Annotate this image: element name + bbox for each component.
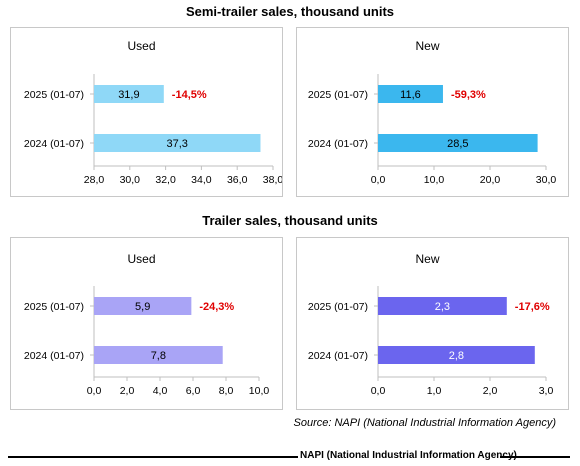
x-tick-label: 30,0 xyxy=(120,174,141,186)
category-label: 2024 (01-07) xyxy=(24,138,84,150)
bar xyxy=(94,346,223,364)
bar xyxy=(94,85,164,103)
x-tick-label: 20,0 xyxy=(480,174,501,186)
x-tick-label: 2,0 xyxy=(483,385,498,397)
data-label: 31,9 xyxy=(118,89,139,101)
chart-svg: Used 28,0 30,0 32,0 34,0 36,0 38,0 2025 (01-07)… xyxy=(24,39,282,186)
bar xyxy=(378,297,507,315)
change-label: -17,6% xyxy=(515,301,550,313)
data-label: 11,6 xyxy=(400,89,421,101)
data-label: 2,3 xyxy=(435,301,450,313)
footer-label: NAPI (National Industrial Information Ag… xyxy=(300,450,517,461)
bar xyxy=(378,346,535,364)
chart-svg: Used 0,0 2,0 4,0 6,0 8,0 10,0 2025 (01-07) 5,9 -2… xyxy=(24,252,270,397)
x-tick-label: 6,0 xyxy=(186,385,201,397)
category-label: 2024 (01-07) xyxy=(308,350,368,362)
x-tick-label: 8,0 xyxy=(219,385,234,397)
x-tick-label: 34,0 xyxy=(191,174,212,186)
x-tick-label: 3,0 xyxy=(539,385,554,397)
x-tick-label: 28,0 xyxy=(84,174,105,186)
chart-semi-used: Used 28,0 30,0 32,0 34,0 36,0 38,0 2025 (01-07)… xyxy=(10,27,283,197)
data-label: 5,9 xyxy=(135,301,150,313)
source-note: Source: NAPI (National Industrial Inform… xyxy=(293,417,557,429)
x-tick-label: 0,0 xyxy=(87,385,102,397)
footer-rule-right xyxy=(500,456,570,458)
x-tick-label: 36,0 xyxy=(227,174,248,186)
x-tick-label: 1,0 xyxy=(427,385,442,397)
x-tick-label: 10,0 xyxy=(424,174,445,186)
chart-title: New xyxy=(415,39,439,53)
x-tick-label: 30,0 xyxy=(536,174,557,186)
category-label: 2025 (01-07) xyxy=(24,301,84,313)
footer-rule-left xyxy=(8,456,298,458)
data-label: 2,8 xyxy=(449,350,464,362)
x-tick-label: 2,0 xyxy=(120,385,135,397)
semi-trailer-title: Semi-trailer sales, thousand units xyxy=(185,4,395,19)
trailer-title: Trailer sales, thousand units xyxy=(202,213,378,228)
chart-title: Used xyxy=(127,252,155,266)
data-label: 37,3 xyxy=(167,138,188,150)
change-label: -14,5% xyxy=(172,89,207,101)
chart-svg: New 0,0 10,0 20,0 30,0 2025 (01-07) 11,6 -59,3%… xyxy=(308,39,557,186)
chart-semi-new: New 0,0 10,0 20,0 30,0 2025 (01-07) 11,6 -59,3%… xyxy=(296,27,569,197)
x-tick-label: 0,0 xyxy=(371,385,386,397)
bar xyxy=(94,134,261,152)
data-label: 7,8 xyxy=(151,350,166,362)
bar xyxy=(378,134,538,152)
change-label: -59,3% xyxy=(451,89,486,101)
x-tick-label: 10,0 xyxy=(249,385,270,397)
bar xyxy=(94,297,192,315)
category-label: 2025 (01-07) xyxy=(24,89,84,101)
x-tick-label: 38,0 xyxy=(263,174,282,186)
chart-title: Used xyxy=(127,39,155,53)
change-label: -24,3% xyxy=(199,301,234,313)
chart-title: New xyxy=(415,252,439,266)
x-tick-label: 0,0 xyxy=(371,174,386,186)
category-label: 2024 (01-07) xyxy=(308,138,368,150)
chart-trailer-new: New 0,0 1,0 2,0 3,0 2025 (01-07) 2,3 -17,6% 2024… xyxy=(296,237,569,410)
x-tick-label: 32,0 xyxy=(155,174,176,186)
bar xyxy=(378,85,443,103)
x-tick-label: 4,0 xyxy=(153,385,168,397)
data-label: 28,5 xyxy=(447,138,468,150)
category-label: 2025 (01-07) xyxy=(308,89,368,101)
category-label: 2025 (01-07) xyxy=(308,301,368,313)
chart-trailer-used: Used 0,0 2,0 4,0 6,0 8,0 10,0 2025 (01-07) 5,9 -2… xyxy=(10,237,283,410)
chart-svg: New 0,0 1,0 2,0 3,0 2025 (01-07) 2,3 -17,6% 2024… xyxy=(308,252,554,397)
category-label: 2024 (01-07) xyxy=(24,350,84,362)
